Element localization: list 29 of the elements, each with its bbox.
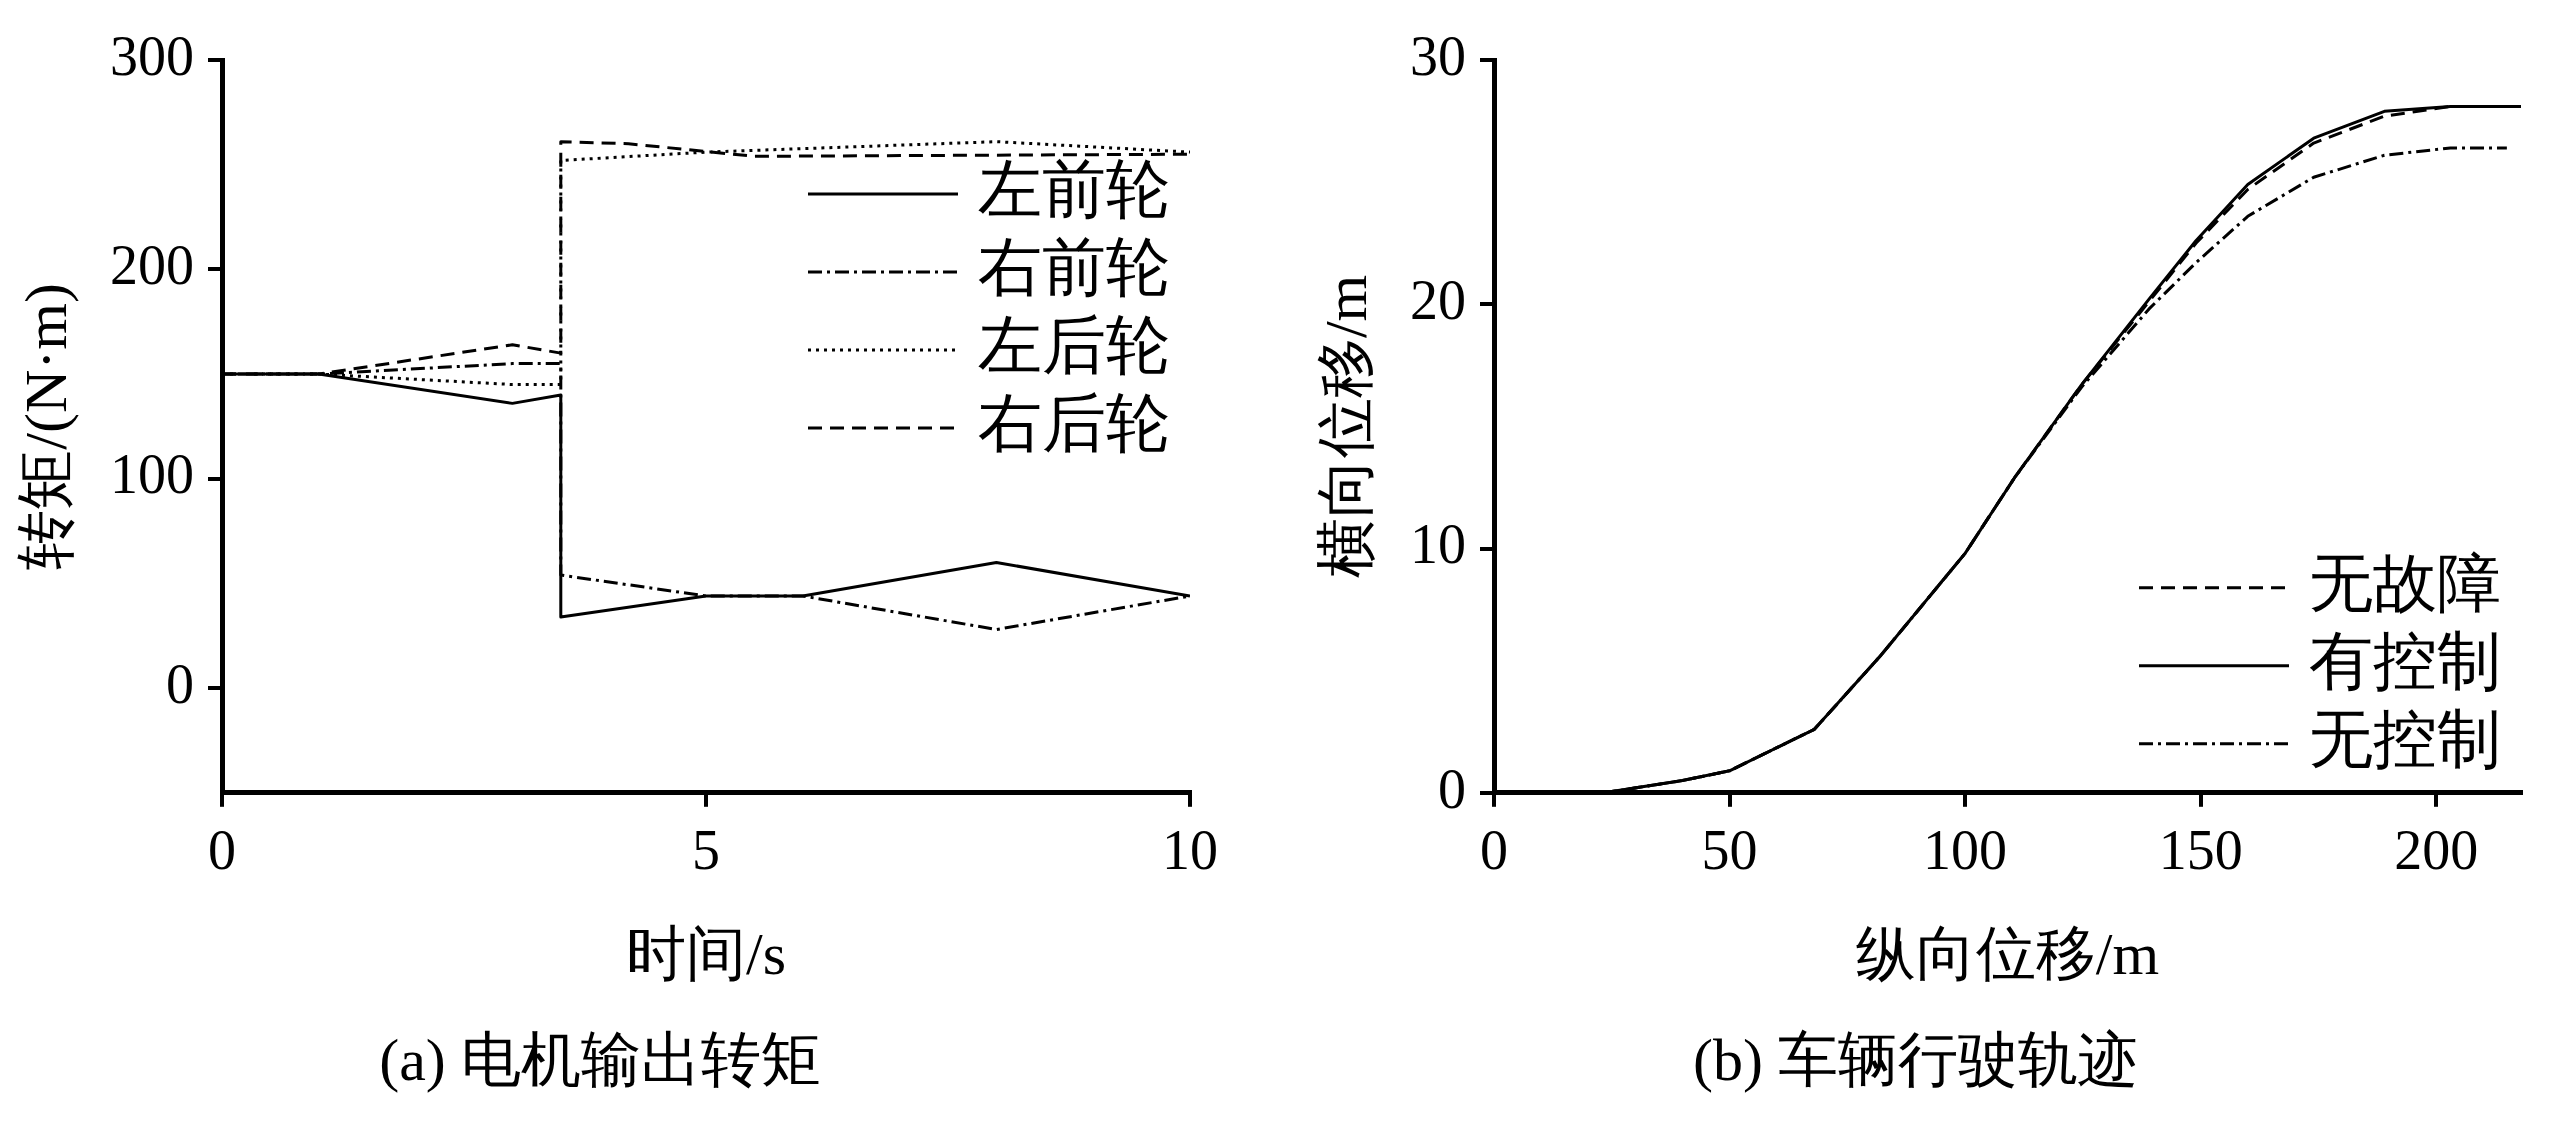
legend-label: 右后轮: [978, 387, 1170, 459]
x-tick-label: 10: [1162, 819, 1218, 882]
y-tick-label: 200: [110, 234, 194, 297]
legend-label: 无控制: [2309, 703, 2501, 775]
x-tick-label: 200: [2394, 819, 2479, 882]
y-tick-label: 30: [1410, 24, 1466, 87]
x-tick-label: 100: [1923, 819, 2008, 882]
x-tick-label: 0: [208, 819, 236, 882]
y-tick-label: 0: [166, 652, 194, 715]
x-axis-title: 时间/s: [625, 920, 787, 987]
text: (a) 电机输出转矩: [379, 1026, 821, 1093]
legend-label: 左后轮: [978, 309, 1170, 381]
legend-label: 有控制: [2309, 625, 2501, 697]
legend-label: 无故障: [2309, 547, 2501, 619]
x-tick-label: 0: [1480, 819, 1508, 882]
legend-label: 右前轮: [978, 231, 1170, 303]
y-tick-label: 0: [1438, 757, 1466, 820]
y-tick-label: 10: [1410, 513, 1466, 576]
x-tick-label: 5: [692, 819, 720, 882]
x-tick-label: 150: [2158, 819, 2243, 882]
y-axis-title: 转矩/(N·m): [12, 283, 79, 570]
text: (b) 车辆行驶轨迹: [1693, 1026, 2138, 1093]
y-tick-label: 300: [110, 24, 194, 87]
x-axis-title: 纵向位移/m: [1855, 920, 2160, 987]
legend-label: 左前轮: [978, 153, 1170, 225]
y-axis-title: 横向位移/m: [1312, 274, 1379, 579]
x-tick-label: 50: [1701, 819, 1758, 882]
y-tick-label: 20: [1410, 268, 1466, 331]
y-tick-label: 100: [110, 443, 194, 506]
